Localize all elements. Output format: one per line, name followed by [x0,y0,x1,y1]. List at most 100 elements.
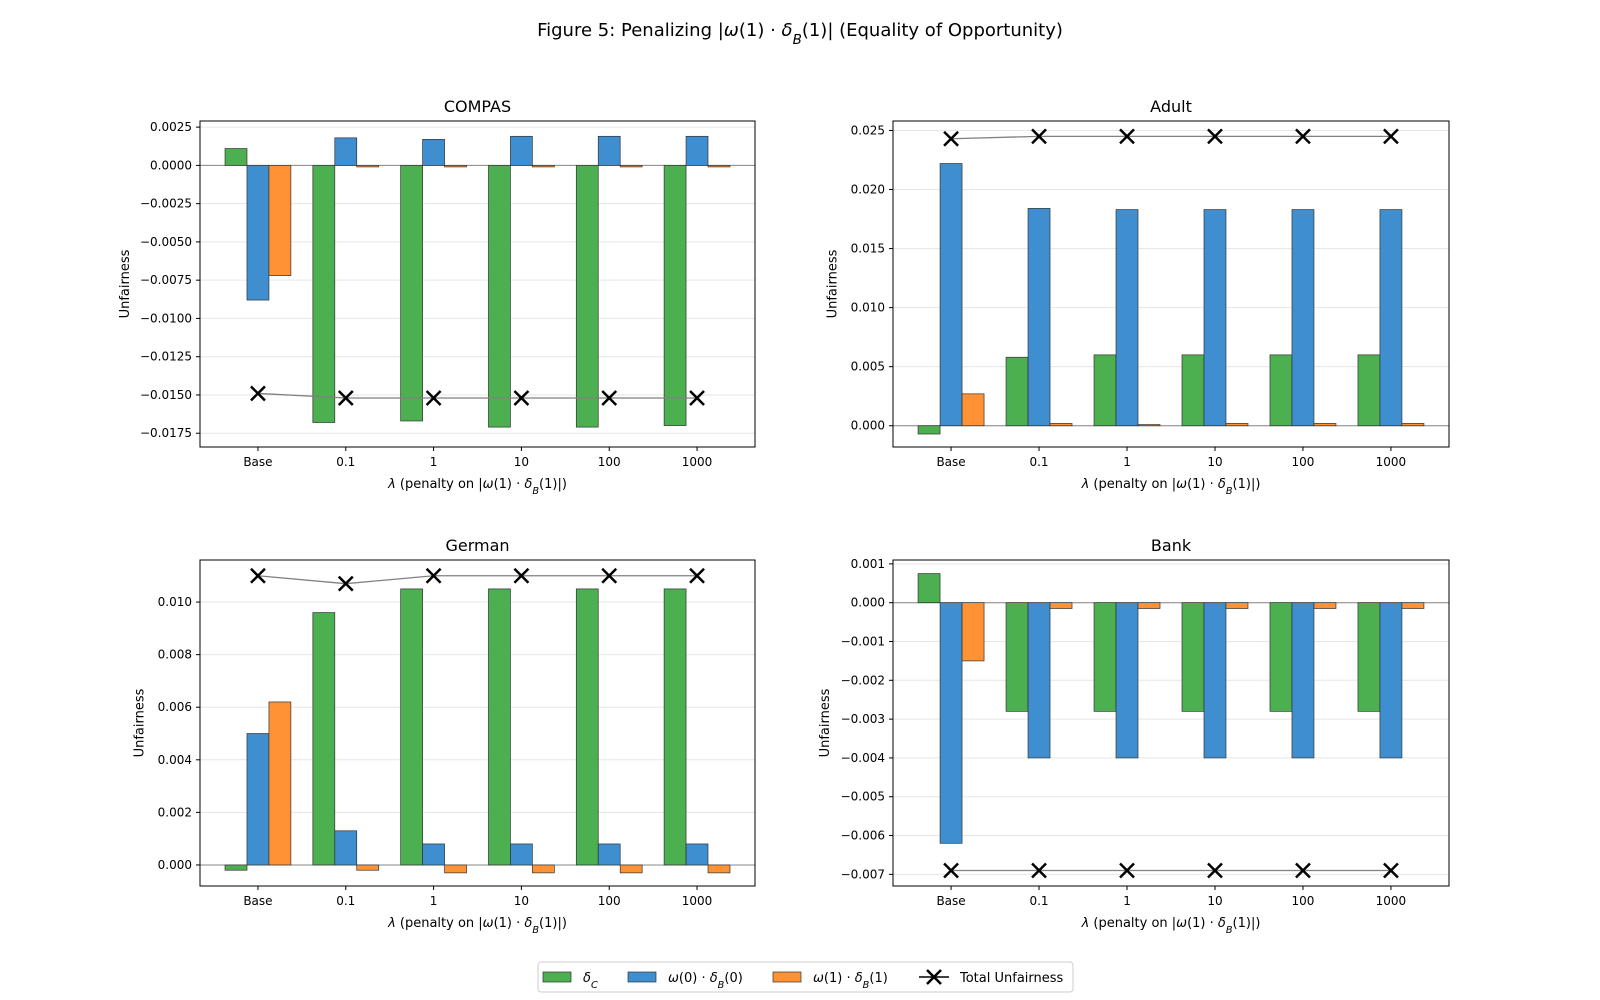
bar-w1-1000 [1401,423,1425,427]
bar-w0-100 [597,135,621,166]
bar-w0-Base [246,165,270,301]
bar-w0-1000 [685,135,709,166]
x-tick-label: Base [936,894,965,908]
bar-dc-1 [400,165,423,422]
x-tick-label: 1 [1123,894,1131,908]
legend-marker-total [926,969,942,985]
y-tick-label: −0.0025 [140,197,192,211]
bar-w0-1 [1115,602,1139,759]
bar-w1-100 [619,864,643,874]
x-tick-label: 0.1 [1029,894,1048,908]
total-unfairness-marker-0.1 [337,390,354,406]
total-unfairness-marker-100 [1295,128,1311,145]
legend-label-w1: ω(1) · δB​(1) [813,971,888,991]
bar-dc-Base [224,148,248,166]
bar-dc-1 [400,588,423,866]
total-unfairness-marker-Base [250,385,266,402]
y-tick-label: 0.020 [851,183,885,197]
x-axis-label: λ (penalty on |ω(1) · δB​(1)|) [1081,916,1261,936]
y-tick-label: −0.005 [841,790,885,804]
total-unfairness-line [257,575,698,585]
y-tick-label: −0.0150 [140,388,192,402]
bar-w0-10 [1203,209,1227,427]
x-tick-label: Base [243,455,272,469]
y-axis-label: Unfairness [133,688,148,757]
bar-dc-10 [1181,354,1205,427]
chart-title: Bank [1151,536,1192,555]
legend-label-total: Total Unfairness [959,971,1064,986]
x-tick-label: 100 [1292,455,1315,469]
bar-w1-1000 [707,864,731,874]
bar-dc-1 [1093,602,1117,712]
bar-dc-0.1 [1005,602,1029,712]
bar-dc-0.1 [312,612,336,866]
chart-panel-compas: 0.0025 0.0000 −0.0025 −0.0050 −0.0075 −0.0100… [118,97,756,497]
bar-w0-100 [597,843,621,866]
y-tick-label: 0.008 [158,648,192,662]
bar-dc-100 [575,165,599,428]
y-tick-label: 0.0025 [150,120,192,134]
bar-w1-Base [268,165,292,276]
total-unfairness-marker-0.1 [337,575,354,592]
total-unfairness-marker-1 [425,567,442,584]
bar-w0-100 [1291,209,1315,427]
x-tick-label: 10 [514,894,529,908]
x-tick-label: 1000 [682,455,713,469]
figure-title: Figure 5: Penalizing |ω(1) · δB​(1)| (Eq… [537,20,1063,48]
total-unfairness-marker-1 [1119,862,1135,879]
x-tick-label: 1 [1123,455,1131,469]
bar-w0-1000 [1379,209,1403,427]
plot-frame [892,120,1450,448]
y-tick-label: −0.001 [841,635,885,649]
chart-title: Adult [1150,97,1192,116]
total-unfairness-line [257,392,698,399]
total-unfairness-marker-1000 [1383,862,1399,879]
y-tick-label: 0.010 [851,301,885,315]
x-tick-label: 1000 [1376,894,1407,908]
x-tick-label: 1 [430,455,438,469]
bar-w0-Base [939,602,963,844]
bar-w1-1 [1137,424,1161,427]
y-tick-label: −0.007 [841,867,885,881]
bar-w0-0.1 [334,137,358,166]
bar-w0-10 [510,843,533,866]
bar-w0-Base [939,163,963,427]
bar-dc-1000 [1357,354,1381,427]
bar-w0-1 [422,139,445,166]
y-tick-label: −0.0100 [140,311,192,325]
bar-dc-Base [224,864,248,871]
y-tick-label: −0.003 [841,712,885,726]
y-axis-label: Unfairness [118,249,133,318]
x-tick-label: 100 [1292,894,1315,908]
x-tick-label: 0.1 [336,455,355,469]
chart-title: German [445,536,509,555]
bar-w1-1 [444,864,467,874]
bar-w1-0.1 [356,864,380,871]
bar-w0-Base [246,733,270,866]
chart-panel-adult: 0.025 0.020 0.015 0.010 0.005 0.000 Base 0.1 1 10… [826,97,1450,497]
x-tick-label: Base [936,455,965,469]
bar-dc-0.1 [1005,356,1029,427]
bar-w1-10 [532,165,555,168]
x-tick-label: 1000 [1376,455,1407,469]
bar-w1-100 [1313,602,1337,609]
total-unfairness-marker-100 [1295,862,1311,879]
total-unfairness-marker-1000 [1383,128,1399,145]
x-tick-label: 10 [1207,894,1222,908]
bar-w0-0.1 [1027,208,1051,427]
y-tick-label: 0.000 [158,858,192,872]
bar-w0-100 [1291,602,1315,759]
bar-dc-10 [488,588,511,866]
x-tick-label: 10 [1207,455,1222,469]
bar-w1-10 [1225,423,1249,427]
bar-w0-1 [1115,209,1139,427]
total-unfairness-marker-0.1 [1031,862,1047,879]
y-tick-label: 0.004 [158,753,192,767]
bar-w0-1 [422,843,445,866]
y-tick-label: −0.0050 [140,235,192,249]
x-axis-label: λ (penalty on |ω(1) · δB​(1)|) [387,916,567,936]
y-tick-label: 0.015 [851,242,885,256]
legend-label-w0: ω(0) · δB​(0) [668,971,743,991]
x-tick-label: 100 [598,894,621,908]
